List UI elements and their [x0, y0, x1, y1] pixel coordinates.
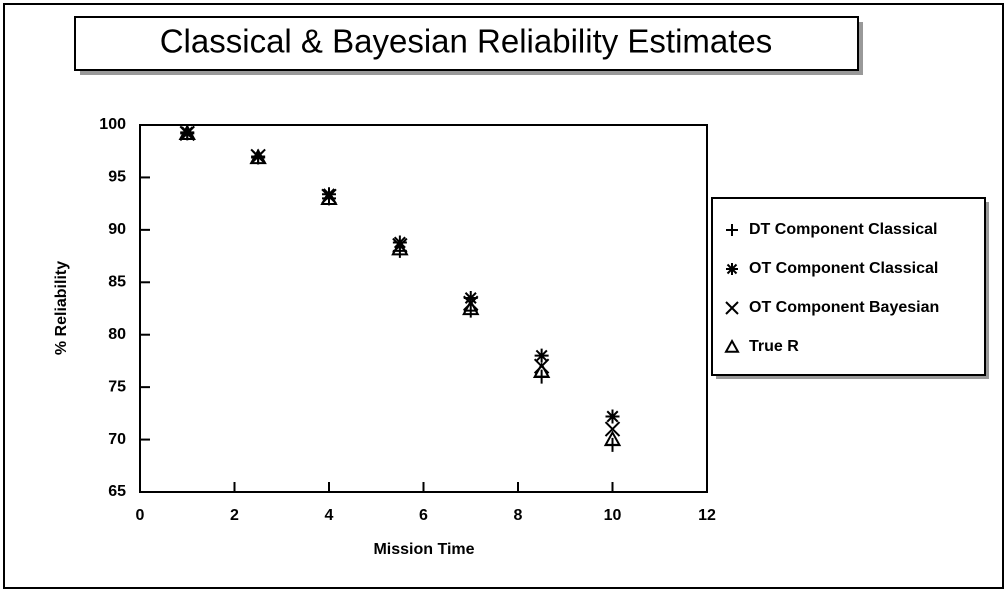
y-tick-label: 65	[108, 483, 126, 500]
marker	[250, 148, 266, 165]
marker	[320, 189, 338, 205]
legend-marker	[726, 263, 738, 275]
marker	[391, 239, 409, 256]
x-axis-label: Mission Time	[373, 541, 474, 558]
y-axis-label: % Reliability	[53, 261, 70, 355]
legend	[711, 197, 986, 376]
y-tick-label: 85	[108, 274, 126, 291]
x-tick-label: 4	[325, 507, 334, 524]
marker	[534, 348, 549, 363]
legend-marker	[726, 224, 738, 236]
legend-label: True R	[749, 338, 799, 355]
y-tick-label: 100	[99, 116, 126, 133]
chart-title: Classical & Bayesian Reliability Estimat…	[160, 23, 773, 60]
x-tick-label: 6	[419, 507, 428, 524]
marker	[605, 409, 620, 424]
title-box	[74, 16, 859, 71]
x-tick-label: 8	[514, 507, 523, 524]
marker	[249, 148, 267, 165]
x-tick-label: 2	[230, 507, 239, 524]
x-tick-label: 10	[604, 507, 622, 524]
legend-label: OT Component Classical	[749, 260, 938, 277]
marker	[603, 430, 622, 447]
legend-marker	[725, 301, 739, 315]
y-tick-label: 70	[108, 431, 126, 448]
marker	[532, 362, 551, 379]
y-tick-label: 90	[108, 221, 126, 238]
y-tick-label: 80	[108, 326, 126, 343]
marker	[178, 124, 196, 140]
marker	[463, 291, 478, 306]
x-tick-label: 0	[136, 507, 145, 524]
marker	[604, 421, 621, 437]
legend-marker	[724, 338, 740, 353]
y-tick-label: 95	[108, 169, 126, 186]
marker	[462, 299, 480, 316]
marker	[322, 187, 336, 202]
y-tick-label: 75	[108, 378, 126, 395]
legend-label: OT Component Bayesian	[749, 299, 939, 316]
legend-label: DT Component Classical	[749, 221, 937, 238]
x-tick-label: 12	[698, 507, 716, 524]
